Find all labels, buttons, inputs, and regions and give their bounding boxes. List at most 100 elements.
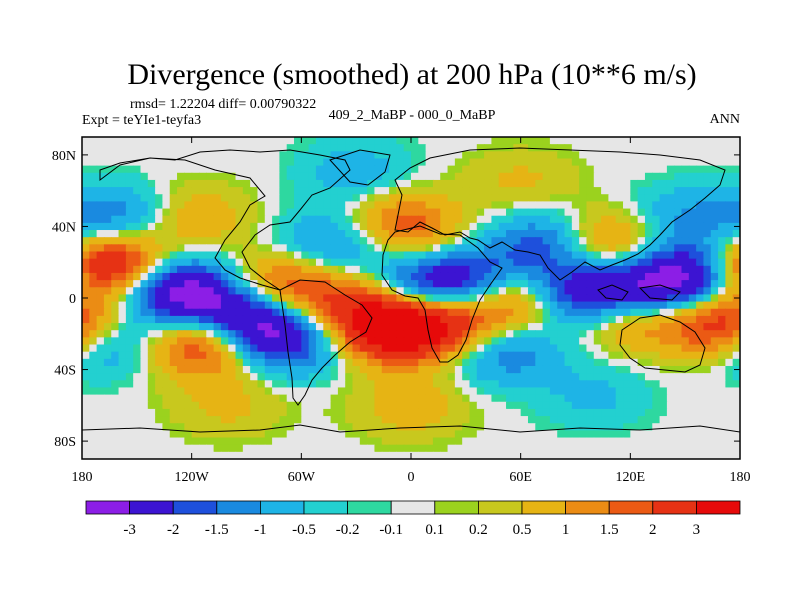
heatmap-cell — [242, 144, 251, 152]
heatmap-cell — [367, 330, 376, 338]
heatmap-cell — [674, 222, 683, 231]
heatmap-cell — [133, 251, 142, 260]
heatmap-cell — [89, 144, 98, 152]
heatmap-cell — [681, 380, 690, 389]
heatmap-cell — [396, 394, 405, 403]
heatmap-cell — [659, 358, 668, 367]
heatmap-cell — [323, 337, 332, 346]
heatmap-cell — [527, 365, 536, 374]
heatmap-cell — [337, 387, 346, 396]
heatmap-cell — [337, 265, 346, 274]
heatmap-cell — [542, 144, 551, 152]
heatmap-cell — [147, 337, 156, 346]
heatmap-cell — [623, 237, 631, 245]
heatmap-cell — [498, 373, 507, 381]
heatmap-cell — [220, 201, 229, 210]
heatmap-cell — [111, 280, 120, 288]
heatmap-cell — [96, 444, 105, 453]
heatmap-cell — [454, 165, 463, 174]
heatmap-cell — [184, 208, 193, 217]
heatmap-cell — [111, 194, 120, 202]
heatmap-cell — [315, 337, 324, 346]
heatmap-cell — [220, 380, 229, 389]
heatmap-cell — [118, 394, 127, 403]
heatmap-cell — [403, 351, 412, 360]
heatmap-cell — [213, 380, 222, 389]
heatmap-cell — [454, 451, 463, 459]
heatmap-cell — [228, 423, 237, 431]
heatmap-cell — [557, 201, 566, 210]
heatmap-cell — [710, 172, 719, 181]
heatmap-cell — [125, 337, 134, 346]
heatmap-cell — [593, 408, 602, 417]
heatmap-cell — [345, 387, 354, 396]
heatmap-cell — [177, 373, 185, 381]
heatmap-cell — [542, 230, 551, 238]
heatmap-cell — [718, 358, 726, 367]
heatmap-cell — [111, 451, 120, 459]
heatmap-cell — [674, 330, 683, 338]
heatmap-cell — [155, 237, 164, 245]
coastline-eurasia — [394, 147, 726, 281]
heatmap-cell — [337, 230, 346, 238]
heatmap-cell — [381, 351, 390, 360]
heatmap-cell — [140, 201, 149, 210]
heatmap-cell — [579, 287, 588, 296]
heatmap-cell — [571, 444, 580, 453]
heatmap-cell — [279, 365, 288, 374]
heatmap-cell — [389, 373, 397, 381]
heatmap-cell — [352, 201, 361, 210]
heatmap-cell — [162, 373, 171, 381]
heatmap-cell — [155, 387, 164, 396]
heatmap-cell — [89, 330, 98, 338]
heatmap-cell — [718, 337, 726, 346]
heatmap-cell — [257, 237, 266, 245]
heatmap-cell — [630, 194, 639, 202]
heatmap-cell — [359, 144, 368, 152]
heatmap-cell — [330, 265, 339, 274]
heatmap-cell — [688, 323, 697, 331]
heatmap-cell — [718, 416, 726, 424]
heatmap-cell — [637, 337, 646, 346]
heatmap-cell — [315, 179, 324, 188]
heatmap-cell — [367, 230, 376, 238]
heatmap-cell — [337, 444, 346, 453]
heatmap-cell — [564, 144, 573, 152]
heatmap-cell — [732, 244, 740, 253]
heatmap-cell — [527, 151, 536, 160]
heatmap-cell — [666, 358, 675, 367]
heatmap-cell — [315, 301, 324, 310]
heatmap-cell — [250, 430, 259, 439]
heatmap-cell — [374, 280, 383, 288]
heatmap-cell — [725, 380, 734, 389]
heatmap-cell — [601, 222, 609, 231]
heatmap-cell — [264, 387, 273, 396]
heatmap-cell — [82, 272, 90, 281]
heatmap-cell — [82, 423, 90, 431]
heatmap-cell — [637, 187, 646, 195]
heatmap-cell — [725, 401, 734, 410]
heatmap-cell — [294, 280, 302, 288]
heatmap-cell — [213, 172, 222, 181]
heatmap-cell — [411, 144, 419, 152]
heatmap-cell — [213, 179, 222, 188]
heatmap-cell — [374, 179, 383, 188]
heatmap-cell — [447, 444, 456, 453]
heatmap-cell — [732, 416, 740, 424]
heatmap-cell — [710, 430, 719, 439]
heatmap-cell — [169, 258, 178, 267]
heatmap-cell — [527, 194, 536, 202]
colorbar-label: 0.1 — [425, 522, 444, 538]
heatmap-cell — [140, 280, 149, 288]
heatmap-cell — [411, 330, 419, 338]
heatmap-cell — [206, 416, 215, 424]
heatmap-cell — [440, 394, 449, 403]
heatmap-cell — [103, 358, 112, 367]
heatmap-cell — [213, 351, 222, 360]
heatmap-cell — [542, 380, 551, 389]
heatmap-cell — [447, 194, 456, 202]
heatmap-cell — [557, 237, 566, 245]
heatmap-cell — [637, 172, 646, 181]
heatmap-cell — [198, 258, 207, 267]
heatmap-cell — [345, 373, 354, 381]
